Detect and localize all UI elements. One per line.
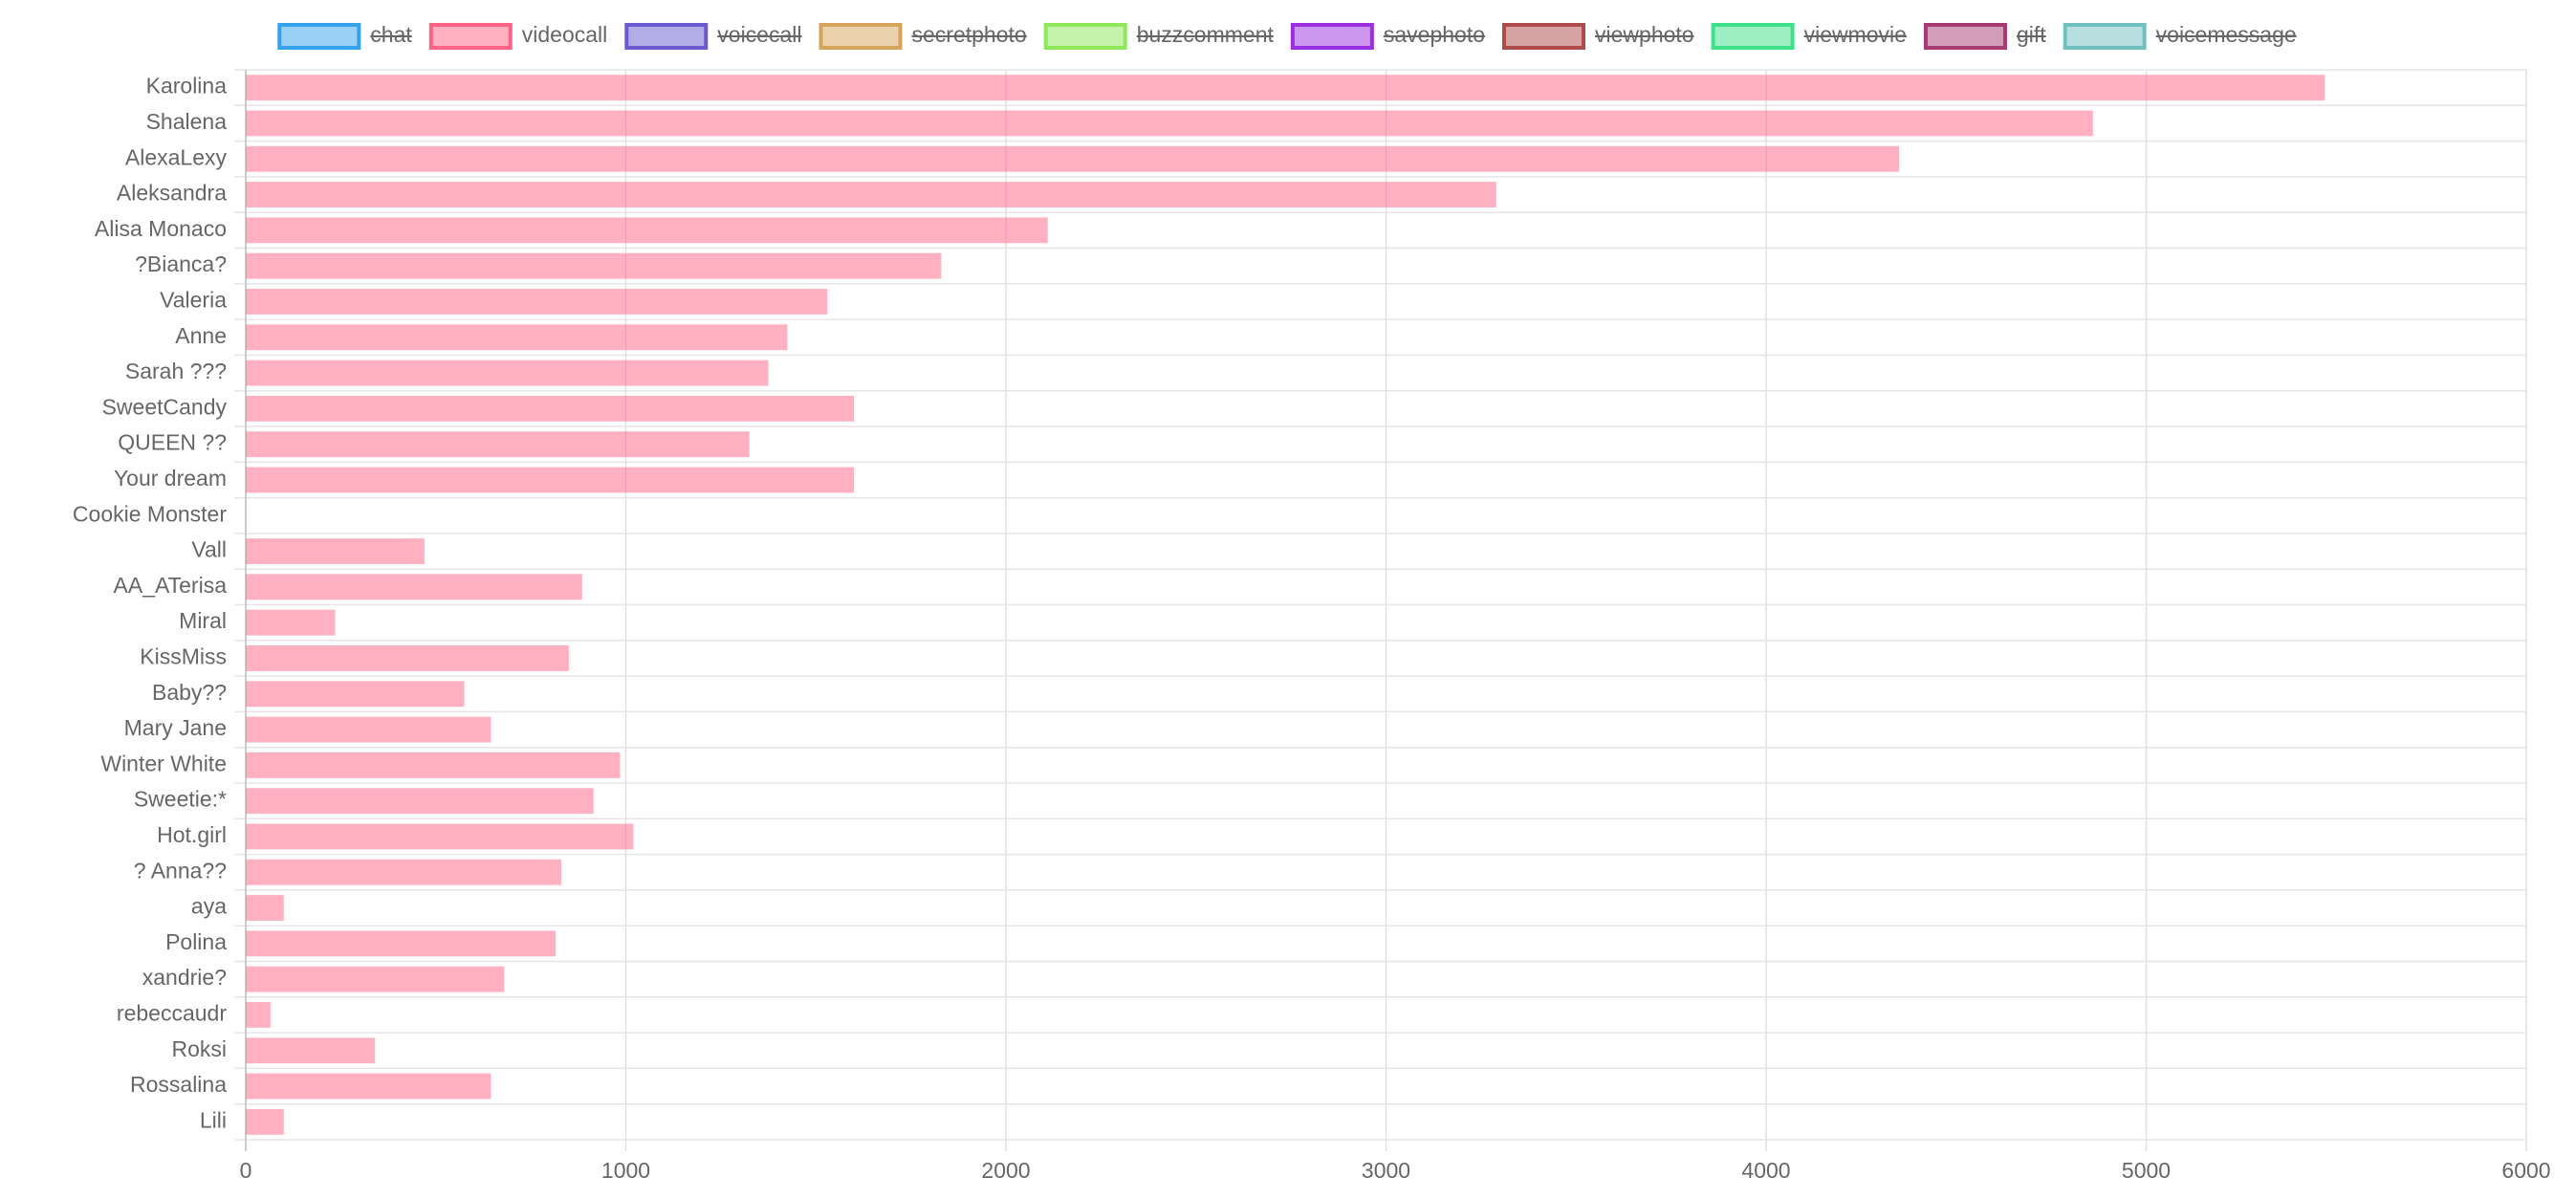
legend-swatch (2063, 23, 2147, 50)
bar (246, 895, 284, 921)
legend-swatch (428, 23, 513, 50)
legend-swatch (819, 23, 903, 50)
bar (246, 252, 942, 279)
bar (246, 859, 561, 885)
bar (246, 966, 505, 992)
bar (246, 538, 425, 564)
legend-swatch (624, 23, 709, 50)
legend-item[interactable]: voicemessage (2063, 22, 2297, 50)
bar (246, 324, 788, 351)
legend-swatch (1290, 23, 1374, 50)
y-tick-label: Sweetie:* (134, 787, 227, 812)
legend-swatch (1711, 23, 1795, 50)
y-tick-label: Winter White (100, 751, 227, 775)
bar (246, 182, 1496, 207)
y-tick-label: ? Anna?? (134, 858, 227, 883)
legend: chat videocall voicecall secretphoto buzzcom… (277, 22, 2297, 50)
legend-label: secretphoto (912, 22, 1027, 47)
legend-item[interactable]: buzzcomment (1043, 22, 1275, 50)
y-tick-label: QUEEN ?? (118, 430, 227, 455)
y-tick-label: Lili (200, 1107, 227, 1132)
y-tick-label: AlexaLexy (125, 144, 228, 169)
legend-swatch (277, 23, 361, 50)
x-tick-label: 1000 (601, 1158, 650, 1183)
legend-label: videocall (522, 22, 608, 47)
legend-item[interactable]: chat (277, 22, 412, 50)
legend-item[interactable]: savephoto (1290, 22, 1486, 50)
legend-label: gift (2017, 22, 2046, 47)
bar (246, 395, 854, 422)
y-tick-label: Sarah ??? (125, 359, 227, 383)
y-tick-label: Shalena (146, 109, 228, 134)
legend-item[interactable]: voicecall (624, 22, 802, 50)
y-tick-label: Cookie Monster (73, 501, 227, 526)
y-tick-label: SweetCandy (102, 394, 228, 419)
y-tick-label: Valeria (160, 288, 227, 313)
legend-item[interactable]: viewphoto (1502, 22, 1694, 50)
y-tick-label: aya (191, 894, 227, 919)
legend-swatch (1502, 23, 1586, 50)
x-tick-label: 5000 (2122, 1158, 2171, 1183)
bar (246, 217, 1048, 244)
bar (246, 75, 2325, 101)
y-tick-label: Karolina (146, 74, 228, 98)
legend-swatch (1923, 23, 2007, 50)
y-tick-label: Baby?? (152, 680, 227, 705)
legend-label: voicemessage (2156, 22, 2297, 47)
y-tick-label: ?Bianca? (135, 251, 227, 276)
y-tick-label: Roksi (171, 1036, 227, 1061)
bar (246, 360, 769, 386)
legend-label: savephoto (1384, 22, 1485, 47)
legend-label: chat (370, 22, 412, 47)
legend-item[interactable]: secretphoto (819, 22, 1027, 50)
bar (246, 467, 854, 493)
bar (246, 574, 582, 600)
bar (246, 716, 491, 743)
y-tick-label: Aleksandra (117, 181, 227, 206)
y-tick-label: KissMiss (140, 644, 227, 669)
y-tick-label: Hot.girl (157, 822, 227, 847)
legend-label: viewphoto (1595, 22, 1694, 47)
legend-label: buzzcomment (1137, 22, 1275, 47)
legend-item[interactable]: videocall (428, 22, 608, 50)
y-tick-label: Rossalina (130, 1072, 227, 1097)
y-tick-label: Alisa Monaco (95, 216, 227, 241)
bar (246, 930, 556, 957)
x-tick-label: 4000 (1741, 1158, 1790, 1183)
legend-label: voicecall (717, 22, 801, 47)
bar (246, 1037, 376, 1064)
y-tick-label: Miral (179, 608, 227, 633)
legend-swatch (1043, 23, 1127, 50)
y-tick-label: AA_ATerisa (114, 573, 228, 598)
y-tick-label: Anne (175, 323, 227, 348)
x-tick-label: 3000 (1362, 1158, 1410, 1183)
legend-label: viewmovie (1804, 22, 1907, 47)
x-tick-label: 6000 (2501, 1158, 2550, 1183)
bar (246, 609, 336, 636)
bar (246, 823, 634, 850)
y-tick-label: rebeccaudr (117, 1001, 227, 1026)
bar (246, 1002, 271, 1028)
bar (246, 1073, 491, 1100)
x-tick-label: 2000 (981, 1158, 1030, 1183)
y-tick-label: Mary Jane (124, 715, 227, 740)
bar (246, 681, 465, 708)
bar (246, 289, 828, 315)
bar (246, 645, 569, 671)
bar (246, 431, 750, 458)
x-tick-label: 0 (240, 1158, 252, 1183)
legend-item[interactable]: viewmovie (1711, 22, 1907, 50)
legend-item[interactable]: gift (1923, 22, 2046, 50)
y-tick-label: Polina (165, 929, 227, 954)
y-tick-label: Your dream (114, 466, 227, 490)
bar (246, 1108, 284, 1135)
bar (246, 788, 594, 815)
bar (246, 145, 1900, 172)
bar (246, 110, 2093, 137)
y-tick-label: xandrie? (142, 965, 227, 990)
y-tick-label: Vall (191, 537, 227, 562)
bar (246, 752, 621, 778)
